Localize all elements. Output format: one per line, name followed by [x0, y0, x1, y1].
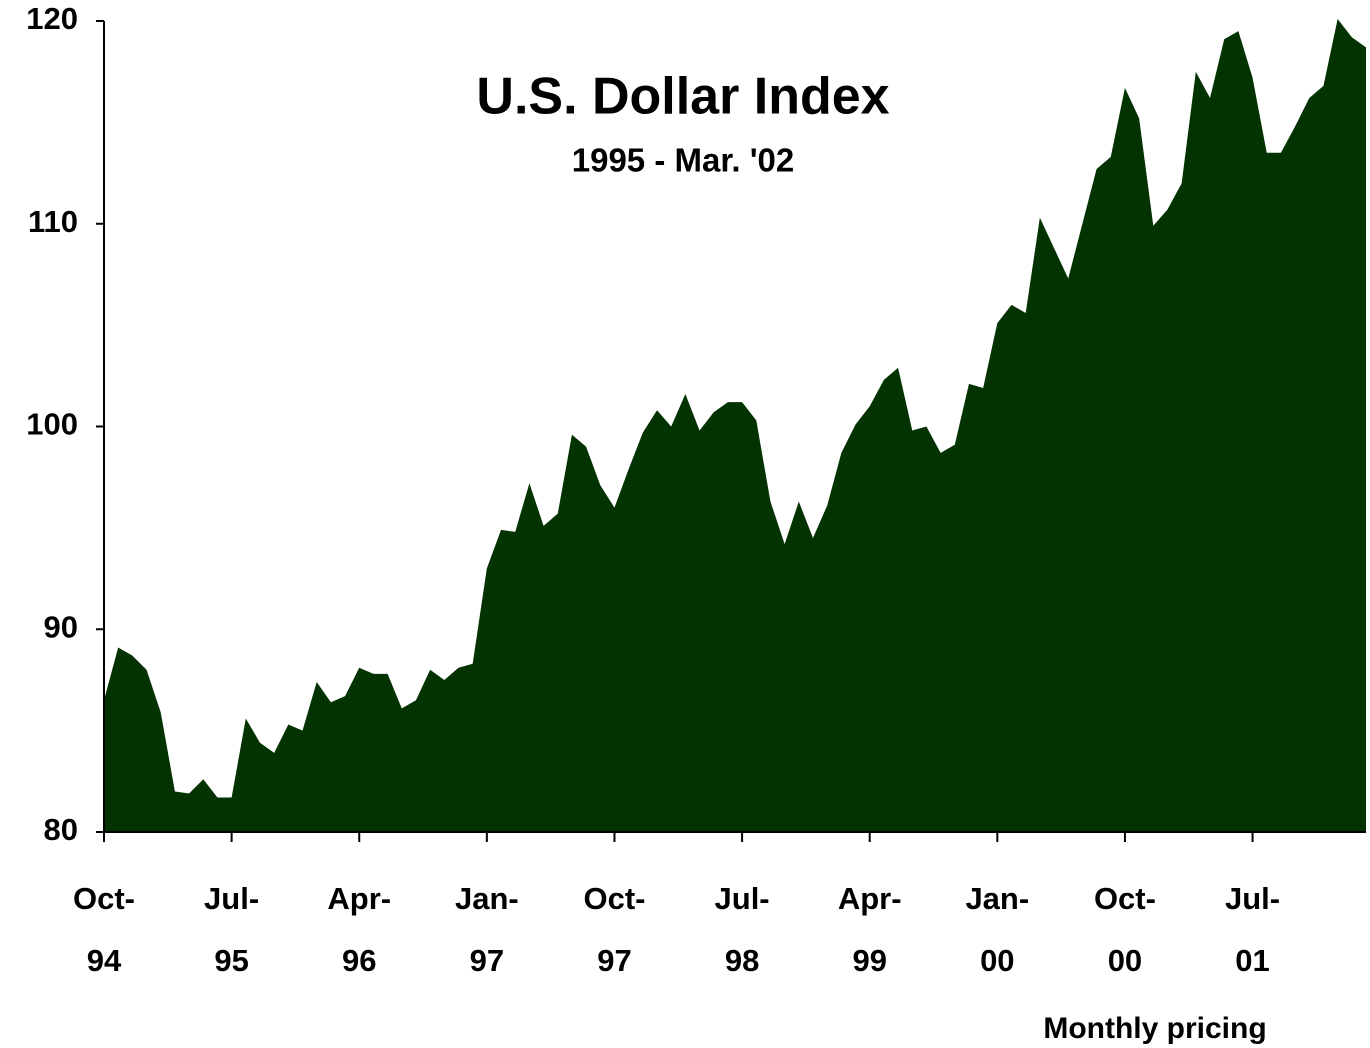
y-tick-label: 80	[44, 812, 78, 847]
y-tick-label: 90	[44, 609, 78, 644]
x-tick-label: Apr-99	[837, 881, 902, 978]
x-tick-label: Oct-00	[1093, 881, 1156, 978]
x-tick-label: Jan-00	[965, 881, 1030, 978]
x-tick-label: Jul-01	[1224, 881, 1281, 978]
y-tick-label: 120	[26, 1, 78, 36]
x-tick-label: Oct-97	[583, 881, 646, 978]
x-tick-label: Apr-96	[327, 881, 392, 978]
area	[104, 18, 1366, 833]
y-tick-label: 110	[28, 204, 78, 239]
y-tick-label: 100	[26, 407, 78, 442]
x-tick-label: Jan-97	[454, 881, 519, 978]
annotation: Monthly pricing	[1043, 1012, 1266, 1045]
x-tick-label: Oct-94	[73, 881, 135, 978]
chart-subtitle: 1995 - Mar. '02	[572, 142, 795, 179]
x-tick-label: Jul-98	[714, 881, 770, 978]
chart-title: U.S. Dollar Index	[476, 68, 889, 126]
x-tick-label: Jul-95	[204, 881, 260, 978]
